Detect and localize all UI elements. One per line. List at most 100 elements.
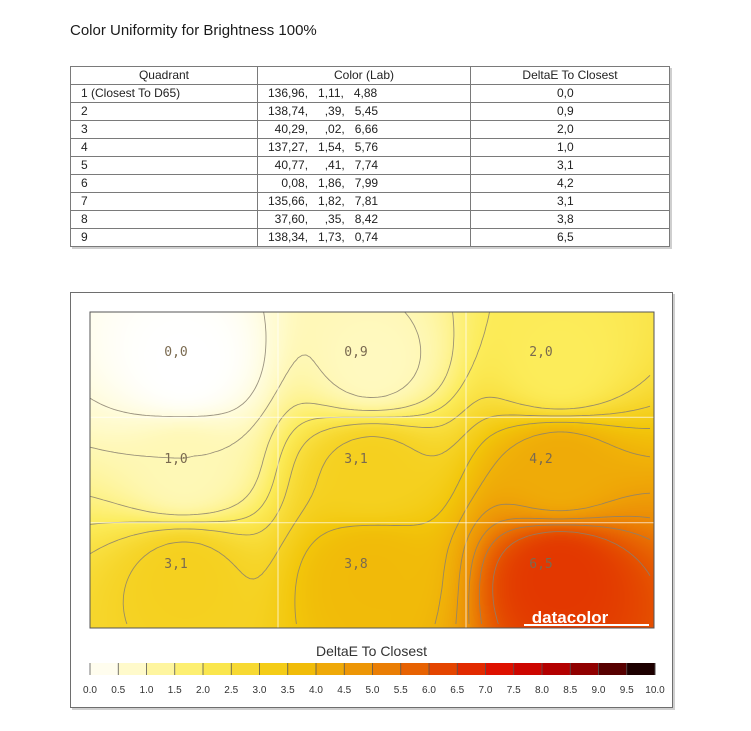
colorbar-segment bbox=[259, 663, 289, 675]
cell-deltae: 3,8 bbox=[470, 210, 670, 229]
contour-line bbox=[478, 524, 651, 625]
page-title: Color Uniformity for Brightness 100% bbox=[70, 22, 317, 39]
colorbar-tick-label: 10.0 bbox=[645, 685, 665, 696]
colorbar-segment bbox=[485, 663, 515, 675]
colorbar-tick-label: 4.5 bbox=[337, 685, 351, 696]
colorbar-tick-label: 6.5 bbox=[450, 685, 464, 696]
colorbar-segment bbox=[372, 663, 402, 675]
colorbar-tick-label: 3.5 bbox=[281, 685, 295, 696]
colorbar-tick-label: 2.5 bbox=[224, 685, 238, 696]
cell-value-label: 3,1 bbox=[164, 557, 187, 572]
colorbar-tick-label: 9.5 bbox=[620, 685, 634, 696]
cell-deltae: 3,1 bbox=[470, 156, 670, 175]
contour-line bbox=[89, 311, 267, 418]
cell-color-lab: 135,66, 1,82, 7,81 bbox=[257, 192, 471, 211]
colorbar-tick-label: 4.0 bbox=[309, 685, 323, 696]
colorbar-segment bbox=[598, 663, 628, 675]
cell-deltae: 2,0 bbox=[470, 120, 670, 139]
datacolor-underline bbox=[524, 624, 649, 626]
cell-value-label: 0,0 bbox=[164, 345, 187, 360]
cell-value-label: 0,9 bbox=[344, 345, 367, 360]
table-row: 5 40,77, ,41, 7,74 3,1 bbox=[70, 156, 670, 175]
colorbar-segment bbox=[174, 663, 204, 675]
colorbar-title: DeltaE To Closest bbox=[315, 643, 427, 659]
cell-deltae: 0,9 bbox=[470, 102, 670, 121]
cell-quadrant: 9 bbox=[70, 228, 258, 247]
cell-deltae: 4,2 bbox=[470, 174, 670, 193]
cell-deltae: 6,5 bbox=[470, 228, 670, 247]
cell-color-lab: 136,96, 1,11, 4,88 bbox=[257, 84, 471, 103]
cell-quadrant: 7 bbox=[70, 192, 258, 211]
cell-quadrant: 4 bbox=[70, 138, 258, 157]
contour-line bbox=[434, 431, 651, 625]
cell-deltae: 3,1 bbox=[470, 192, 670, 211]
cell-quadrant: 8 bbox=[70, 210, 258, 229]
cell-color-lab: 138,74, ,39, 5,45 bbox=[257, 102, 471, 121]
contour-line bbox=[294, 421, 650, 625]
contour-line bbox=[89, 311, 422, 459]
cell-quadrant: 6 bbox=[70, 174, 258, 193]
colorbar-segment bbox=[400, 663, 430, 675]
table-row: 6 0,08, 1,86, 7,99 4,2 bbox=[70, 174, 670, 193]
colorbar-tick-label: 3.0 bbox=[253, 685, 267, 696]
colorbar-tick-label: 8.5 bbox=[563, 685, 577, 696]
cell-quadrant: 3 bbox=[70, 120, 258, 139]
colorbar-tick-label: 5.5 bbox=[394, 685, 408, 696]
colorbar-segment bbox=[203, 663, 232, 675]
table-row: 4 137,27, 1,54, 5,76 1,0 bbox=[70, 138, 670, 157]
table-header-row: Quadrant Color (Lab) DeltaE To Closest bbox=[70, 66, 670, 85]
cell-deltae: 0,0 bbox=[470, 84, 670, 103]
cell-color-lab: 37,60, ,35, 8,42 bbox=[257, 210, 471, 229]
cell-value-label: 1,0 bbox=[164, 452, 187, 467]
colorbar-segment bbox=[513, 663, 543, 675]
colorbar-segment bbox=[344, 663, 373, 675]
colorbar-tick-label: 1.0 bbox=[140, 685, 154, 696]
table-row: 3 40,29, ,02, 6,66 2,0 bbox=[70, 120, 670, 139]
header-color-lab: Color (Lab) bbox=[257, 66, 471, 85]
cell-value-label: 3,8 bbox=[344, 557, 367, 572]
table-row: 7 135,66, 1,82, 7,81 3,1 bbox=[70, 192, 670, 211]
cell-color-lab: 138,34, 1,73, 0,74 bbox=[257, 228, 471, 247]
datacolor-logo: datacolor bbox=[532, 608, 609, 627]
cell-color-lab: 0,08, 1,86, 7,99 bbox=[257, 174, 471, 193]
contour-line bbox=[468, 515, 651, 625]
cell-quadrant: 1 (Closest To D65) bbox=[70, 84, 258, 103]
heatmap-chart: 0,0 0,9 2,0 1,0 3,1 4,2 3,1 3,8 6,5 datacolor 0.0 0… bbox=[83, 311, 665, 696]
cell-quadrant: 2 bbox=[70, 102, 258, 121]
colorbar-segment bbox=[542, 663, 571, 675]
colorbar-segment bbox=[146, 663, 176, 675]
colorbar-tick-label: 7.0 bbox=[479, 685, 493, 696]
contour-lines bbox=[89, 311, 651, 625]
colorbar-segment bbox=[429, 663, 458, 675]
table-row: 8 37,60, ,35, 8,42 3,8 bbox=[70, 210, 670, 229]
heatmap-surface bbox=[90, 312, 654, 628]
colorbar-segment bbox=[316, 663, 345, 675]
chart-panel: 0,0 0,9 2,0 1,0 3,1 4,2 3,1 3,8 6,5 datacolor 0.0 0… bbox=[70, 292, 673, 708]
uniformity-table: Quadrant Color (Lab) DeltaE To Closest 1… bbox=[70, 66, 670, 247]
colorbar-segment bbox=[570, 663, 599, 675]
cell-value-label: 2,0 bbox=[529, 345, 552, 360]
cell-color-lab: 40,77, ,41, 7,74 bbox=[257, 156, 471, 175]
colorbar-segment bbox=[626, 663, 656, 675]
colorbar-segment bbox=[90, 663, 119, 675]
table-row: 2 138,74, ,39, 5,45 0,9 bbox=[70, 102, 670, 121]
colorbar-segment bbox=[457, 663, 486, 675]
colorbar-segment bbox=[287, 663, 317, 675]
colorbar-tick-label: 8.0 bbox=[535, 685, 549, 696]
cell-value-label: 4,2 bbox=[529, 452, 552, 467]
colorbar-tick-label: 9.0 bbox=[592, 685, 606, 696]
cell-value-label: 6,5 bbox=[529, 557, 552, 572]
contour-line bbox=[455, 492, 651, 625]
contour-line bbox=[122, 405, 651, 625]
cell-color-lab: 40,29, ,02, 6,66 bbox=[257, 120, 471, 139]
table-row: 9 138,34, 1,73, 0,74 6,5 bbox=[70, 228, 670, 247]
cell-deltae: 1,0 bbox=[470, 138, 670, 157]
heatmap-frame bbox=[89, 311, 655, 629]
contour-line bbox=[492, 531, 651, 625]
table-row: 1 (Closest To D65) 136,96, 1,11, 4,88 0,0 bbox=[70, 84, 670, 103]
colorbar-tick-label: 2.0 bbox=[196, 685, 210, 696]
contour-line bbox=[89, 311, 455, 516]
header-deltae: DeltaE To Closest bbox=[470, 66, 670, 85]
colorbar-segment bbox=[118, 663, 147, 675]
colorbar-tick-label: 6.0 bbox=[422, 685, 436, 696]
